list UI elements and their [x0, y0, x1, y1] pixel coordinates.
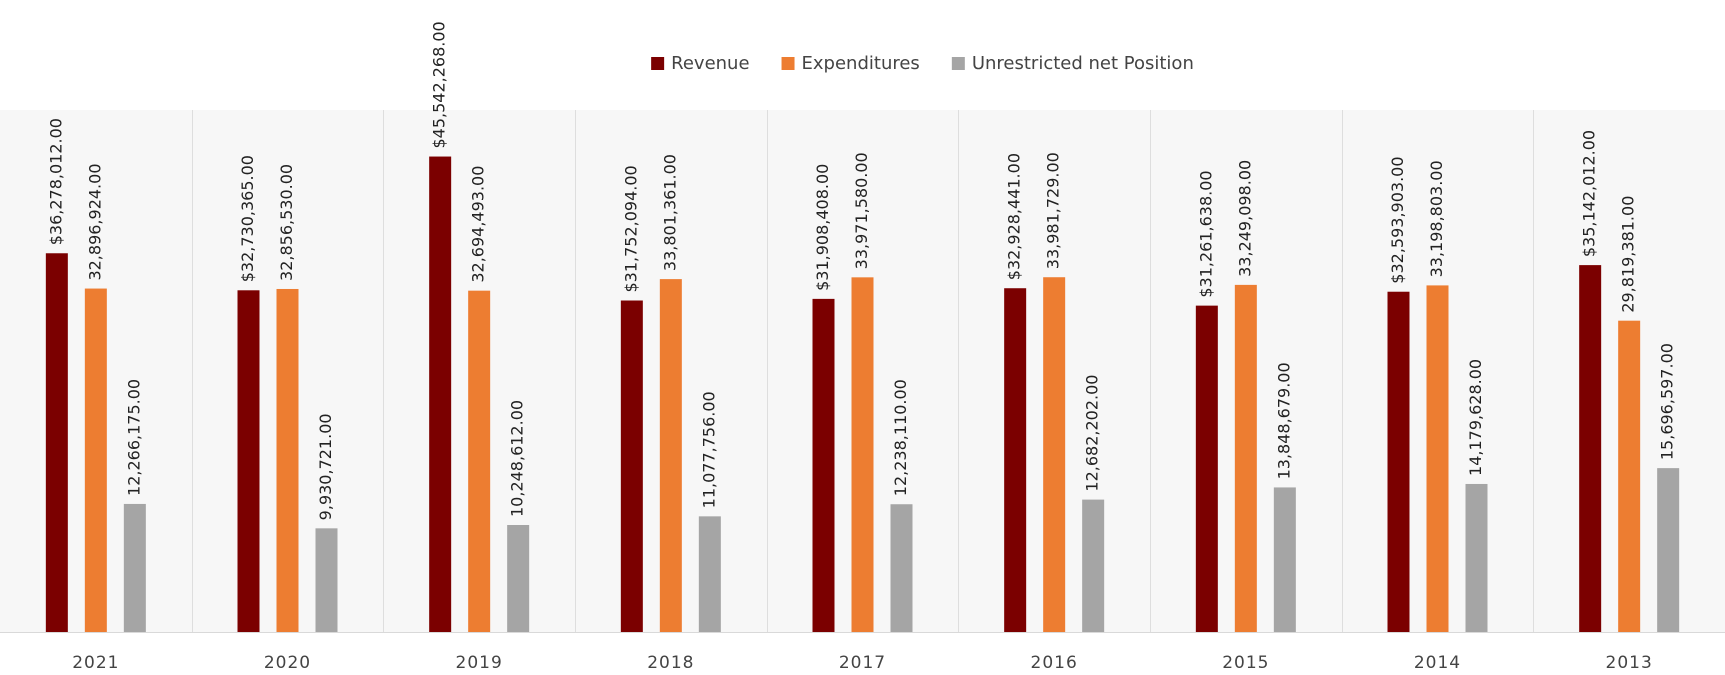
x-tick-label: 2021 [72, 653, 119, 673]
data-label: 32,896,924.00 [85, 163, 104, 280]
data-label: $36,278,012.00 [46, 118, 65, 245]
legend-swatch [651, 57, 665, 70]
bar [1465, 483, 1488, 632]
x-tick-label: 2013 [1606, 653, 1653, 673]
data-label: 33,249,098.00 [1235, 160, 1254, 277]
bar [1195, 305, 1218, 632]
data-label: $32,730,365.00 [238, 155, 257, 282]
data-label: 9,930,721.00 [316, 413, 335, 520]
data-label: 12,238,110.00 [891, 379, 910, 496]
bar [1273, 487, 1296, 632]
legend-label: Unrestricted net Position [972, 53, 1194, 74]
bar [851, 277, 874, 632]
data-label: $31,908,408.00 [813, 164, 832, 291]
x-tick-label: 2018 [647, 653, 694, 673]
data-label: $31,261,638.00 [1196, 170, 1215, 297]
x-tick-label: 2014 [1414, 653, 1461, 673]
data-label: 32,856,530.00 [277, 164, 296, 281]
data-label: $31,752,094.00 [621, 165, 640, 292]
data-label: 33,981,729.00 [1044, 152, 1063, 269]
bar [123, 503, 146, 632]
bar [1082, 499, 1105, 632]
legend-label: Expenditures [802, 53, 920, 74]
x-tick-label: 2019 [456, 653, 503, 673]
x-tick-label: 2020 [264, 653, 311, 673]
x-tick-label: 2016 [1031, 653, 1078, 673]
data-label: 33,971,580.00 [852, 152, 871, 269]
x-tick-label: 2017 [839, 653, 886, 673]
bar [1004, 288, 1027, 632]
bar [812, 298, 835, 632]
data-label: 14,179,628.00 [1466, 359, 1485, 476]
legend-swatch [951, 57, 965, 70]
data-label: $32,593,903.00 [1388, 156, 1407, 283]
bar [1043, 277, 1066, 632]
bar [45, 253, 68, 632]
data-label: 10,248,612.00 [508, 400, 527, 517]
bar [1579, 265, 1602, 632]
data-label: 32,694,493.00 [469, 166, 488, 283]
bar [1234, 284, 1257, 632]
bar [429, 156, 452, 632]
bar [507, 525, 530, 632]
bar [468, 290, 491, 632]
legend-label: Revenue [671, 53, 749, 74]
data-label: 33,198,803.00 [1427, 160, 1446, 277]
legend-swatch [781, 57, 795, 70]
bar [1657, 468, 1680, 632]
data-label: $35,142,012.00 [1580, 130, 1599, 257]
data-label: 12,682,202.00 [1083, 375, 1102, 492]
bar [698, 516, 721, 632]
bar [237, 290, 260, 632]
bar [315, 528, 338, 632]
bar [84, 288, 107, 632]
data-label: 12,266,175.00 [124, 379, 143, 496]
bar [620, 300, 643, 632]
bar [1387, 291, 1410, 632]
bar [276, 288, 299, 632]
bar [659, 279, 682, 632]
data-label: 15,696,597.00 [1658, 343, 1677, 460]
x-tick-label: 2015 [1222, 653, 1269, 673]
data-label: 13,848,679.00 [1274, 362, 1293, 479]
bar [1618, 320, 1641, 632]
data-label: 29,819,381.00 [1619, 196, 1638, 313]
data-label: $32,928,441.00 [1005, 153, 1024, 280]
bar [890, 504, 913, 632]
data-label: 33,801,361.00 [660, 154, 679, 271]
data-label: $45,542,268.00 [430, 21, 449, 148]
data-label: 11,077,756.00 [699, 391, 718, 508]
bar [1426, 285, 1449, 632]
